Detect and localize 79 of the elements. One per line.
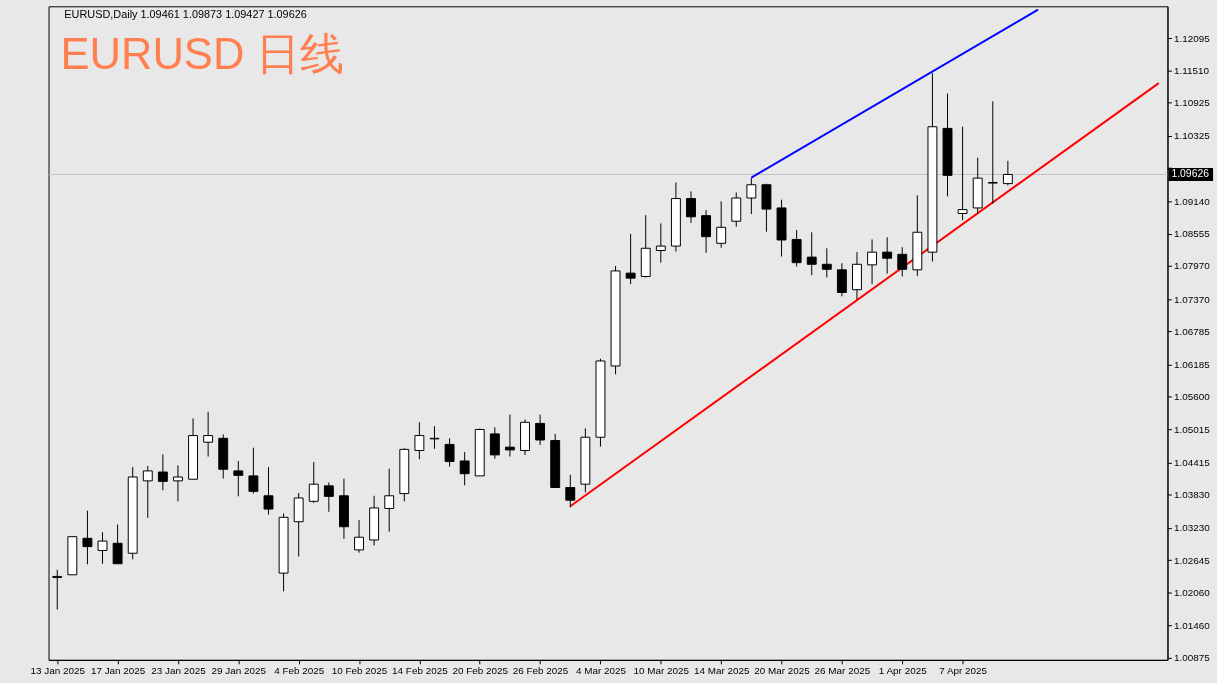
x-tick-label: 4 Feb 2025: [274, 665, 325, 677]
y-tick-label: 1.01460: [1173, 620, 1211, 632]
y-tick-label: 1.11510: [1173, 64, 1210, 76]
x-tick-label: 26 Mar 2025: [814, 665, 871, 677]
candlestick: [173, 464, 183, 502]
candlestick: [535, 414, 546, 446]
y-tick-label: 1.05600: [1173, 391, 1211, 403]
candlestick: [897, 246, 908, 277]
x-tick-label: 4 Mar 2025: [575, 665, 627, 677]
candlestick: [504, 414, 515, 458]
candlestick: [565, 474, 576, 508]
y-tick-label: 1.10325: [1173, 130, 1211, 142]
candlestick: [323, 482, 334, 513]
y-tick-label: 1.07370: [1173, 293, 1211, 305]
x-tick-label: 26 Feb 2025: [512, 665, 569, 677]
y-tick-label: 1.06185: [1173, 359, 1211, 371]
candlestick: [248, 447, 259, 495]
candlestick: [836, 262, 847, 297]
candlestick: [384, 468, 395, 533]
x-tick-label: 17 Jan 2025: [90, 665, 146, 677]
candlestick: [82, 510, 93, 565]
candlestick: [791, 229, 802, 268]
y-tick-label: 1.12095: [1173, 32, 1211, 44]
candlestick: [414, 421, 425, 460]
candlestick: [625, 233, 636, 285]
candlestick: [746, 177, 757, 215]
y-tick-label: 1.09140: [1173, 195, 1211, 207]
x-tick-label: 20 Feb 2025: [452, 665, 509, 677]
candlestick: [655, 222, 666, 264]
candlestick: [97, 531, 108, 565]
y-tick-label: 1.02060: [1173, 586, 1211, 598]
y-tick-label: 1.03230: [1173, 522, 1211, 534]
candlestick: [821, 247, 832, 279]
x-tick-label: 13 Jan 2025: [30, 665, 86, 677]
candlestick: [867, 238, 878, 285]
candlestick: [459, 451, 470, 486]
y-tick-label: 1.06785: [1173, 325, 1211, 337]
y-tick-label: 1.02645: [1173, 554, 1211, 566]
y-tick-label: 1.05015: [1173, 423, 1211, 435]
candlestick: [444, 437, 455, 467]
y-tick-label: 1.03830: [1173, 489, 1211, 501]
candlestick: [112, 524, 123, 565]
x-tick-label: 20 Mar 2025: [754, 665, 811, 677]
text: EURUSD 日线: [60, 29, 345, 78]
candlestick: [233, 460, 244, 497]
y-tick-label: 1.07970: [1173, 260, 1211, 272]
chart-subtitle: EURUSD,Daily 1.09461 1.09873 1.09427 1.09626: [64, 8, 307, 21]
candlestick: [263, 466, 274, 516]
x-tick-label: 23 Jan 2025: [151, 665, 207, 677]
y-tick-label: 1.10925: [1173, 97, 1211, 109]
x-tick-label: 10 Feb 2025: [331, 665, 388, 677]
x-tick-label: 7 Apr 2025: [939, 665, 988, 677]
x-tick-label: 1 Apr 2025: [878, 665, 928, 677]
candlestick: [354, 519, 364, 554]
candlestick: [716, 200, 727, 249]
candlestick: [157, 453, 168, 491]
candlestick: [293, 492, 304, 558]
candlestick: [429, 425, 440, 450]
ref-line-label: 1.09626: [1171, 168, 1210, 180]
candlestick: [701, 209, 712, 254]
candlestick: [957, 126, 968, 221]
y-tick-label: 1.00875: [1173, 652, 1211, 664]
candlestick: [731, 191, 742, 228]
x-tick-label: 10 Mar 2025: [633, 665, 690, 677]
x-tick-label: 29 Jan 2025: [211, 665, 267, 677]
candlestick: [308, 461, 319, 504]
candlestick: [806, 231, 817, 276]
candlestick: [882, 236, 893, 275]
candlestick: [203, 411, 214, 458]
candlestick: [142, 465, 153, 519]
candlestick: [987, 100, 998, 205]
candlestick: [489, 426, 500, 460]
y-tick-label: 1.04415: [1173, 456, 1211, 468]
candlestick: [1002, 160, 1013, 186]
y-tick-label: 1.08555: [1173, 228, 1211, 240]
candlestick: [686, 190, 696, 224]
x-tick-label: 14 Mar 2025: [693, 665, 750, 677]
x-tick-label: 14 Feb 2025: [392, 665, 449, 677]
candlestick: [52, 569, 63, 611]
